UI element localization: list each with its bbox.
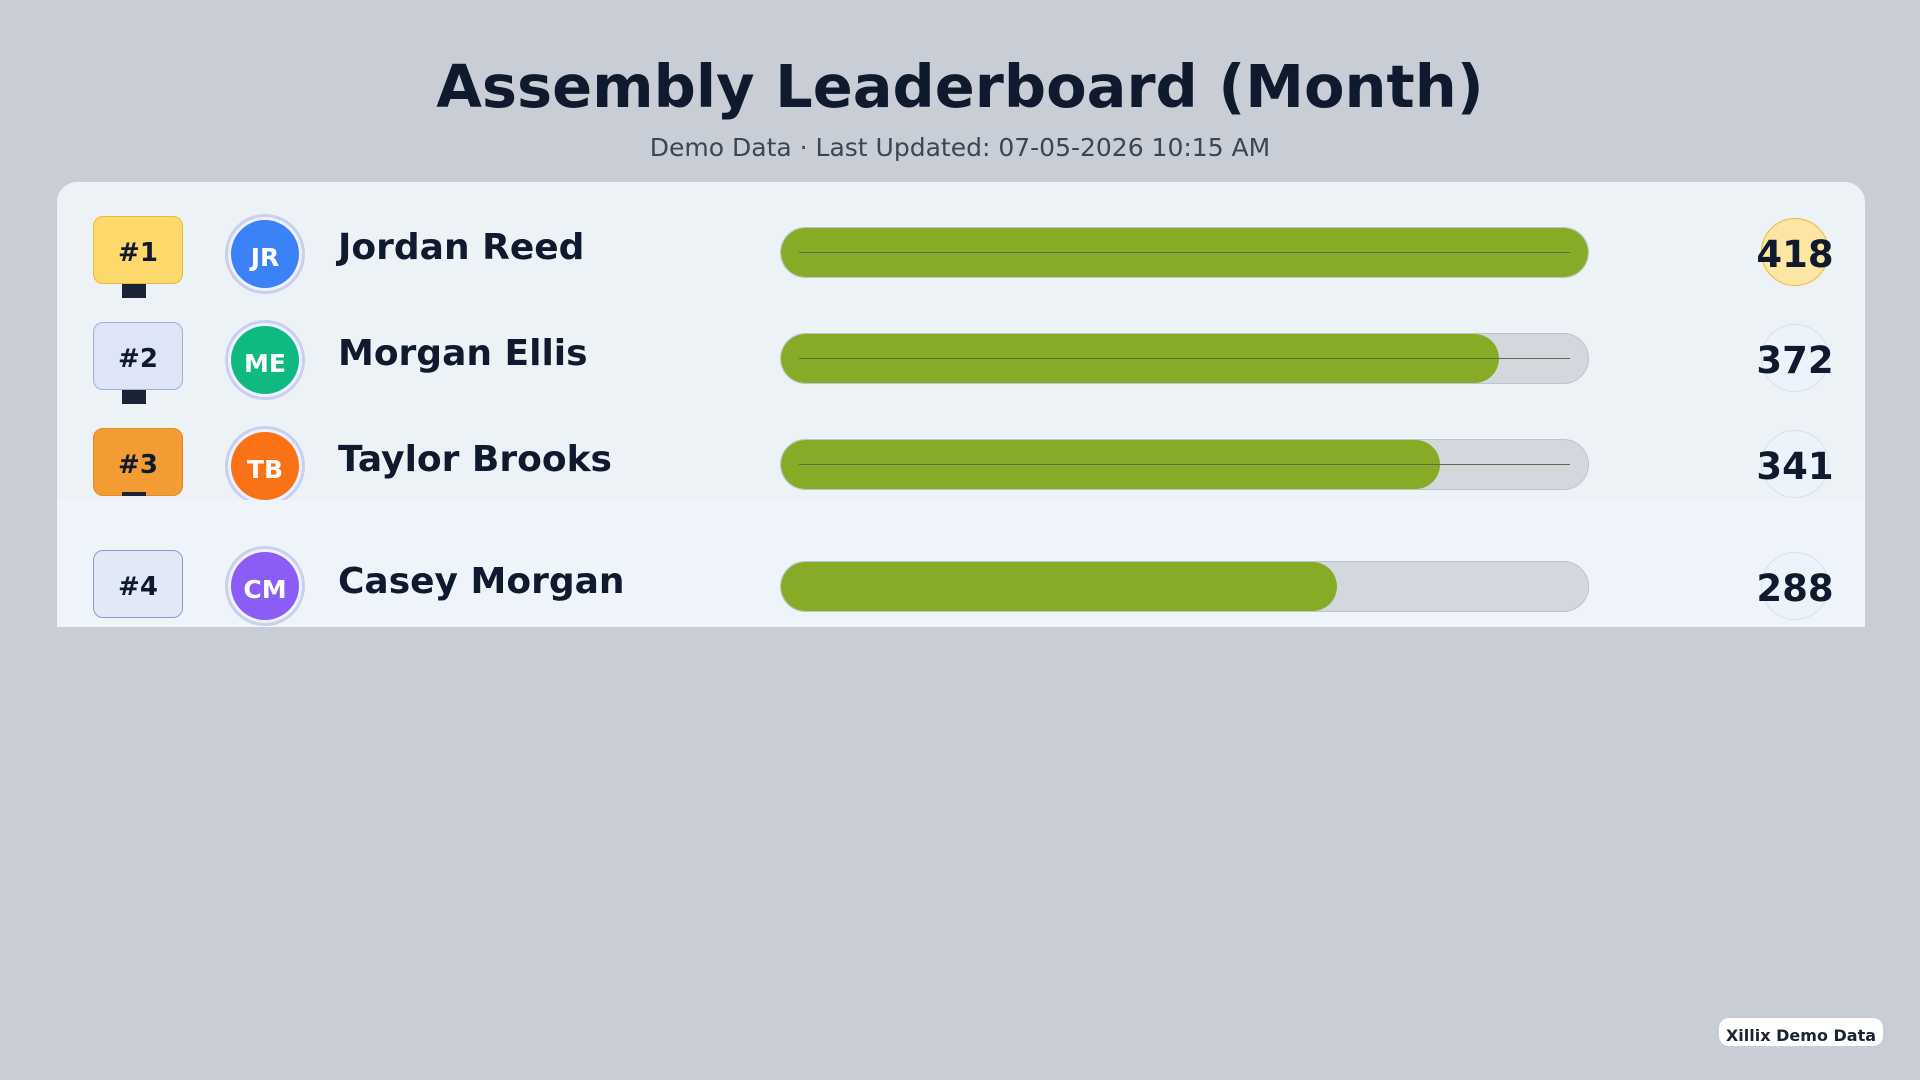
score-progress-fill xyxy=(781,562,1338,611)
leaderboard-row: #1 JR Jordan Reed 418 xyxy=(57,182,1865,298)
demo-data-badge: Xillix Demo Data xyxy=(1719,1018,1883,1046)
avatar: ME xyxy=(225,320,305,400)
leaderboard-row: #3 TB Taylor Brooks 341 xyxy=(57,394,1865,506)
score-progress-bar xyxy=(780,333,1589,384)
avatar-initials: TB xyxy=(231,432,299,500)
rank-badge: #3 xyxy=(93,428,183,496)
score-value: 372 xyxy=(1756,324,1834,392)
avatar-initials: JR xyxy=(231,220,299,288)
rank-tab-marker xyxy=(122,492,146,496)
rank-badge: #4 xyxy=(93,550,183,618)
score-value: 288 xyxy=(1756,552,1834,620)
leader-name: Morgan Ellis xyxy=(338,333,588,374)
avatar-initials: CM xyxy=(231,552,299,620)
avatar: CM xyxy=(225,546,305,626)
progress-guide-line xyxy=(799,358,1570,359)
score-value: 341 xyxy=(1756,430,1834,498)
rank-badge: #2 xyxy=(93,322,183,390)
progress-guide-line xyxy=(799,252,1570,253)
last-updated-subtitle: Demo Data · Last Updated: 07-05-2026 10:… xyxy=(649,133,1271,162)
score-value: 418 xyxy=(1756,218,1834,286)
avatar: TB xyxy=(225,426,305,506)
score-progress-bar xyxy=(780,439,1589,490)
page-title: Assembly Leaderboard (Month) xyxy=(436,52,1484,121)
leaderboard-row: #2 ME Morgan Ellis 372 xyxy=(57,288,1865,404)
score-progress-bar xyxy=(780,561,1589,612)
progress-guide-line xyxy=(799,464,1570,465)
leaderboard-panel: #1 JR Jordan Reed 418 #2 ME Morgan Ellis 372 #3 T… xyxy=(57,182,1865,627)
leader-name: Casey Morgan xyxy=(338,561,625,602)
leader-name: Taylor Brooks xyxy=(338,439,612,480)
leaderboard-row: #4 CM Casey Morgan 288 xyxy=(57,500,1865,627)
rank-tab-marker xyxy=(122,284,146,298)
avatar: JR xyxy=(225,214,305,294)
avatar-initials: ME xyxy=(231,326,299,394)
leader-name: Jordan Reed xyxy=(338,227,585,268)
rank-tab-marker xyxy=(122,390,146,404)
score-progress-bar xyxy=(780,227,1589,278)
rank-badge: #1 xyxy=(93,216,183,284)
